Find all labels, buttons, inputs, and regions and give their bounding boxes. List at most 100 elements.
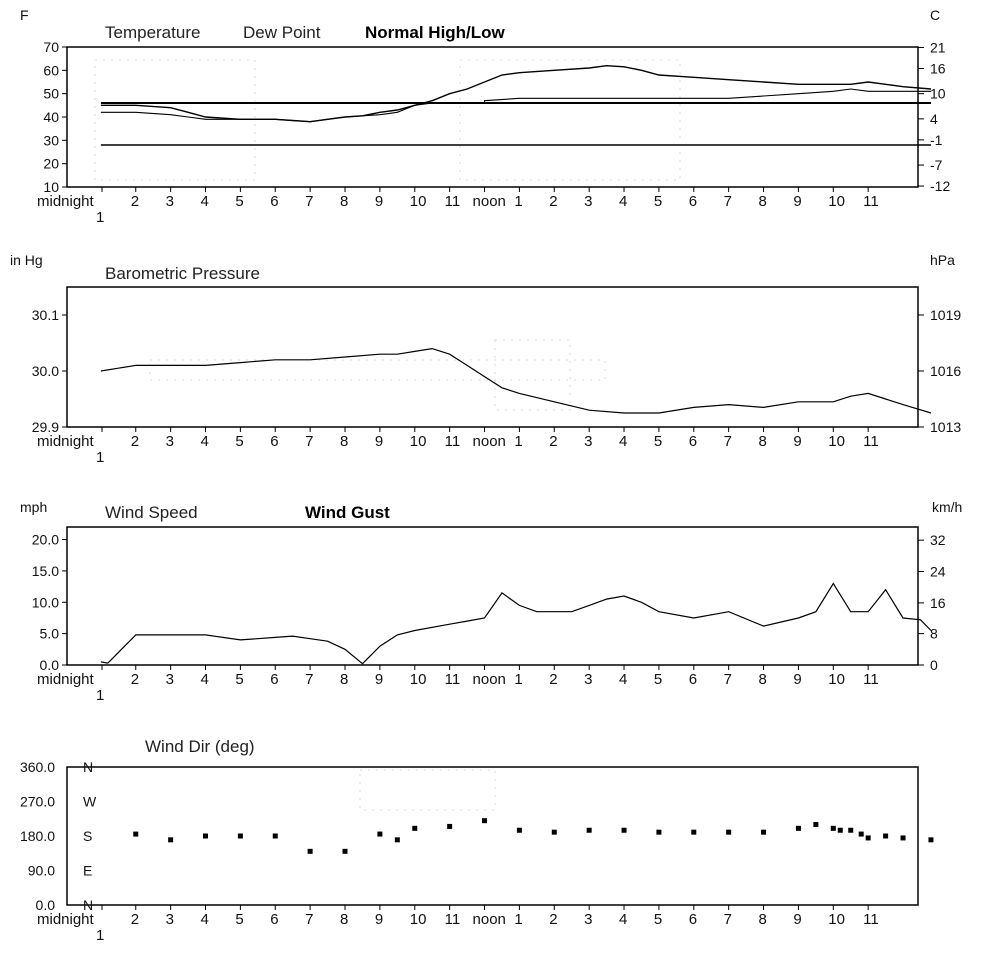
y-tick-label: 30 bbox=[43, 132, 59, 148]
x-tick-label: 8 bbox=[340, 911, 348, 928]
x-tick-label: 7 bbox=[305, 433, 313, 450]
x-tick-label: 10 bbox=[410, 193, 427, 210]
x-tick-label: 6 bbox=[270, 911, 278, 928]
x-tick-label: 6 bbox=[270, 433, 278, 450]
temp-legend-normal: Normal High/Low bbox=[365, 23, 506, 42]
y-tick-label: 0.0 bbox=[36, 897, 56, 913]
x-tick-label: 2 bbox=[131, 671, 139, 688]
x-tick-label: 7 bbox=[724, 433, 732, 450]
x-tick-label: 8 bbox=[340, 433, 348, 450]
x-tick-label: 6 bbox=[689, 671, 697, 688]
x-tick-label: 9 bbox=[375, 671, 383, 688]
y-tick-label-right: -7 bbox=[930, 157, 943, 173]
direction-label: S bbox=[83, 828, 92, 844]
x-tick-label: 10 bbox=[828, 911, 845, 928]
direction-label: N bbox=[83, 759, 93, 775]
x-tick-label: 10 bbox=[828, 671, 845, 688]
y-tick-label: 180.0 bbox=[20, 828, 55, 844]
y-tick-label: 40 bbox=[43, 109, 59, 125]
wind-speed-chart: mph km/h Wind Speed Wind Gust midnight 2 3… bbox=[20, 499, 962, 704]
wind-speed-line bbox=[100, 582, 932, 665]
y-tick-label: 20 bbox=[43, 156, 59, 172]
y-tick-label: 270.0 bbox=[20, 794, 55, 810]
x-tick-label: 2 bbox=[549, 911, 557, 928]
wind-legend-gust: Wind Gust bbox=[305, 503, 390, 522]
x-tick-label: 4 bbox=[619, 671, 627, 688]
x-tick-label: 4 bbox=[201, 911, 209, 928]
x-tick-label: 3 bbox=[166, 433, 174, 450]
x-tick-label: noon bbox=[473, 193, 506, 210]
temp-right-unit: C bbox=[930, 7, 940, 23]
wind-dir-point bbox=[482, 818, 488, 824]
x-tick-label: 7 bbox=[724, 671, 732, 688]
temp-left-unit: F bbox=[20, 7, 29, 23]
faint-grid bbox=[359, 769, 496, 811]
wind-dir-point bbox=[412, 825, 418, 831]
x-tick-label: 9 bbox=[793, 911, 801, 928]
x-tick-label: 10 bbox=[410, 671, 427, 688]
x-tick-label: noon bbox=[473, 911, 506, 928]
x-tick-label: 9 bbox=[793, 433, 801, 450]
pressure-right-unit: hPa bbox=[930, 252, 955, 268]
x-tick-label: 6 bbox=[689, 911, 697, 928]
direction-label: W bbox=[83, 794, 97, 810]
plot-frame bbox=[66, 526, 919, 666]
wind-dir-point bbox=[900, 835, 906, 841]
direction-label: N bbox=[83, 897, 93, 913]
y-tick-label: 50 bbox=[43, 86, 59, 102]
wind-dir-point bbox=[516, 827, 522, 833]
x-tick-label: 6 bbox=[689, 433, 697, 450]
x-tick-label: 7 bbox=[724, 193, 732, 210]
wind-dir-point bbox=[795, 825, 801, 831]
temperature-line bbox=[100, 64, 932, 123]
x-tick-label: 6 bbox=[270, 193, 278, 210]
x-tick-label: 11 bbox=[863, 193, 879, 210]
y-tick-label-right: 21 bbox=[930, 39, 946, 55]
x-tick-label: midnight bbox=[37, 193, 95, 210]
temp-legend-dew-point: Dew Point bbox=[243, 23, 321, 42]
wind-dir-point bbox=[203, 833, 209, 839]
x-tick-label: 8 bbox=[340, 193, 348, 210]
y-tick-label: 10.0 bbox=[32, 594, 59, 610]
y-tick-label: 5.0 bbox=[40, 626, 60, 642]
wind-dir-point bbox=[237, 833, 243, 839]
x-tick-label: 11 bbox=[863, 671, 879, 688]
y-tick-label: 30.1 bbox=[32, 307, 59, 323]
x-tick-label: 5 bbox=[235, 433, 243, 450]
plot-frame bbox=[66, 766, 919, 906]
x-tick-label: 9 bbox=[793, 671, 801, 688]
x-tick-label: 7 bbox=[305, 193, 313, 210]
x-tick-label: 7 bbox=[305, 671, 313, 688]
x-tick-label: 5 bbox=[235, 911, 243, 928]
x-tick-label: 4 bbox=[201, 433, 209, 450]
y-tick-label: 30.0 bbox=[32, 363, 59, 379]
x-tick-label: 5 bbox=[654, 193, 662, 210]
x-tick-label: midnight bbox=[37, 671, 95, 688]
x-tick-label: 6 bbox=[270, 671, 278, 688]
x-tick-label: 5 bbox=[654, 433, 662, 450]
y-tick-label-right: 1016 bbox=[930, 363, 961, 379]
wind-dir-point bbox=[726, 829, 732, 835]
wind-dir-point bbox=[621, 827, 627, 833]
x-tick-label: 1 bbox=[514, 193, 522, 210]
x-tick-label: 4 bbox=[619, 911, 627, 928]
y-tick-label-right: 8 bbox=[930, 626, 938, 642]
wind-right-unit: km/h bbox=[932, 499, 962, 515]
wind-dir-point bbox=[342, 848, 348, 854]
x-tick-sublabel: 1 bbox=[96, 449, 104, 466]
wind-dir-point bbox=[586, 827, 592, 833]
x-tick-label: 2 bbox=[549, 671, 557, 688]
wind-dir-point bbox=[761, 829, 767, 835]
x-tick-label: midnight bbox=[37, 911, 95, 928]
wind-dir-legend: Wind Dir (deg) bbox=[145, 737, 255, 756]
faint-grid bbox=[459, 59, 681, 181]
wind-dir-point bbox=[394, 837, 400, 843]
x-tick-label: 3 bbox=[584, 433, 592, 450]
y-tick-label-right: 32 bbox=[930, 532, 946, 548]
x-tick-label: 3 bbox=[584, 911, 592, 928]
wind-dir-point bbox=[813, 822, 819, 827]
y-tick-label: 70 bbox=[43, 39, 59, 55]
x-tick-label: 1 bbox=[514, 671, 522, 688]
x-tick-sublabel: 1 bbox=[96, 927, 104, 944]
x-tick-label: 4 bbox=[201, 193, 209, 210]
